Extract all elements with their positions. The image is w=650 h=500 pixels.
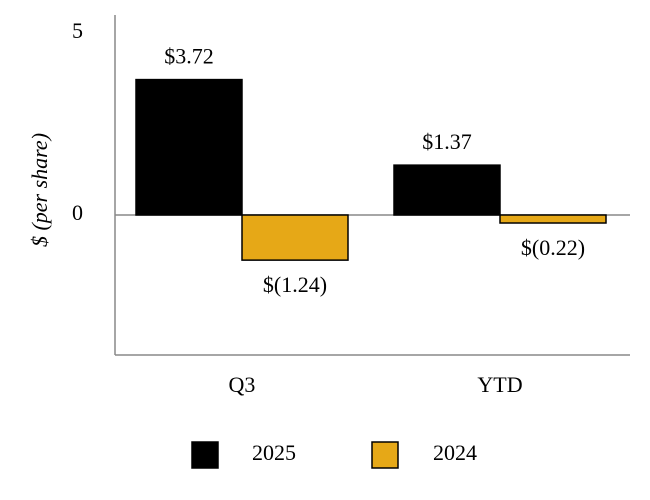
bar-2025-YTD bbox=[393, 164, 501, 216]
y-tick-labels: 5 0 bbox=[72, 18, 83, 225]
legend-label: 2024 bbox=[433, 440, 477, 465]
y-tick-label: 5 bbox=[72, 18, 83, 43]
data-label: $3.72 bbox=[164, 44, 214, 69]
x-tick-label: Q3 bbox=[229, 372, 256, 397]
x-tick-label: YTD bbox=[477, 372, 522, 397]
legend: 2025 2024 bbox=[191, 440, 477, 469]
data-label: $(0.22) bbox=[521, 235, 585, 260]
bar-2024-YTD bbox=[499, 214, 607, 224]
y-axis-title: $ (per share) bbox=[27, 133, 52, 247]
legend-swatch bbox=[191, 441, 219, 469]
data-label: $1.37 bbox=[422, 129, 472, 154]
y-tick-label: 0 bbox=[72, 200, 83, 225]
data-label: $(1.24) bbox=[263, 272, 327, 297]
data-labels: $3.72 $(1.24) $1.37 $(0.22) bbox=[164, 44, 585, 298]
bar-2024-Q3 bbox=[241, 214, 349, 261]
legend-label: 2025 bbox=[252, 440, 296, 465]
bar-2025-Q3 bbox=[135, 78, 243, 216]
x-tick-labels: Q3 YTD bbox=[229, 372, 523, 397]
bars bbox=[135, 78, 607, 261]
legend-swatch bbox=[371, 441, 399, 469]
